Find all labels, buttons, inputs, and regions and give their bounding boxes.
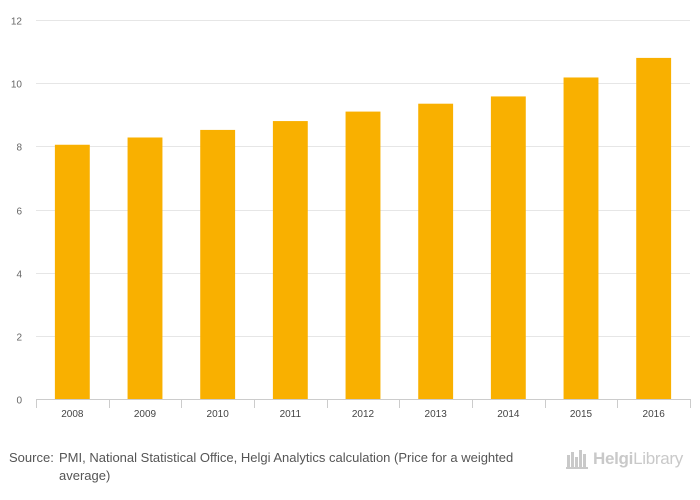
bar-2014[interactable] xyxy=(490,96,526,400)
x-tick-label: 2016 xyxy=(643,409,666,420)
x-tick-label: 2008 xyxy=(61,409,84,420)
y-tick-label: 2 xyxy=(16,333,22,344)
bar-2009[interactable] xyxy=(127,137,163,400)
x-tick-label: 2012 xyxy=(352,409,375,420)
x-tick-label: 2015 xyxy=(570,409,593,420)
y-tick-label: 10 xyxy=(11,80,23,91)
x-tick-label: 2009 xyxy=(134,409,157,420)
helgi-library-logo-icon xyxy=(566,450,588,469)
bar-2010[interactable] xyxy=(200,129,236,399)
source-note: Source: PMI, National Statistical Office,… xyxy=(9,449,549,485)
bar-2012[interactable] xyxy=(345,111,381,399)
helgi-library-brand[interactable]: Helgi Library xyxy=(566,446,683,472)
brand-name-part2: Library xyxy=(633,449,683,468)
y-tick-label: 6 xyxy=(16,207,22,218)
brand-name-part1: Helgi xyxy=(593,449,634,468)
bar-2011[interactable] xyxy=(272,121,308,399)
bar-2015[interactable] xyxy=(563,77,599,399)
x-tick-label: 2013 xyxy=(425,409,448,420)
y-tick-label: 4 xyxy=(16,270,22,281)
x-tick-label: 2014 xyxy=(497,409,520,420)
y-tick-label: 12 xyxy=(11,17,23,28)
y-axis-ticks: 0 2 4 6 8 10 12 xyxy=(11,17,23,407)
y-tick-label: 8 xyxy=(16,143,22,154)
bar-2008[interactable] xyxy=(54,144,90,399)
bar-2016[interactable] xyxy=(636,57,672,400)
y-tick-label: 0 xyxy=(16,396,22,407)
source-text: PMI, National Statistical Office, Helgi … xyxy=(59,450,514,483)
x-axis: 2008 2009 2010 2011 2012 2013 2014 2015 2016 xyxy=(36,399,691,420)
x-tick-label: 2011 xyxy=(280,409,302,420)
x-tick-label: 2010 xyxy=(207,409,230,420)
source-label: Source: xyxy=(9,450,54,465)
bar-2013[interactable] xyxy=(418,103,454,399)
bars xyxy=(54,57,672,400)
